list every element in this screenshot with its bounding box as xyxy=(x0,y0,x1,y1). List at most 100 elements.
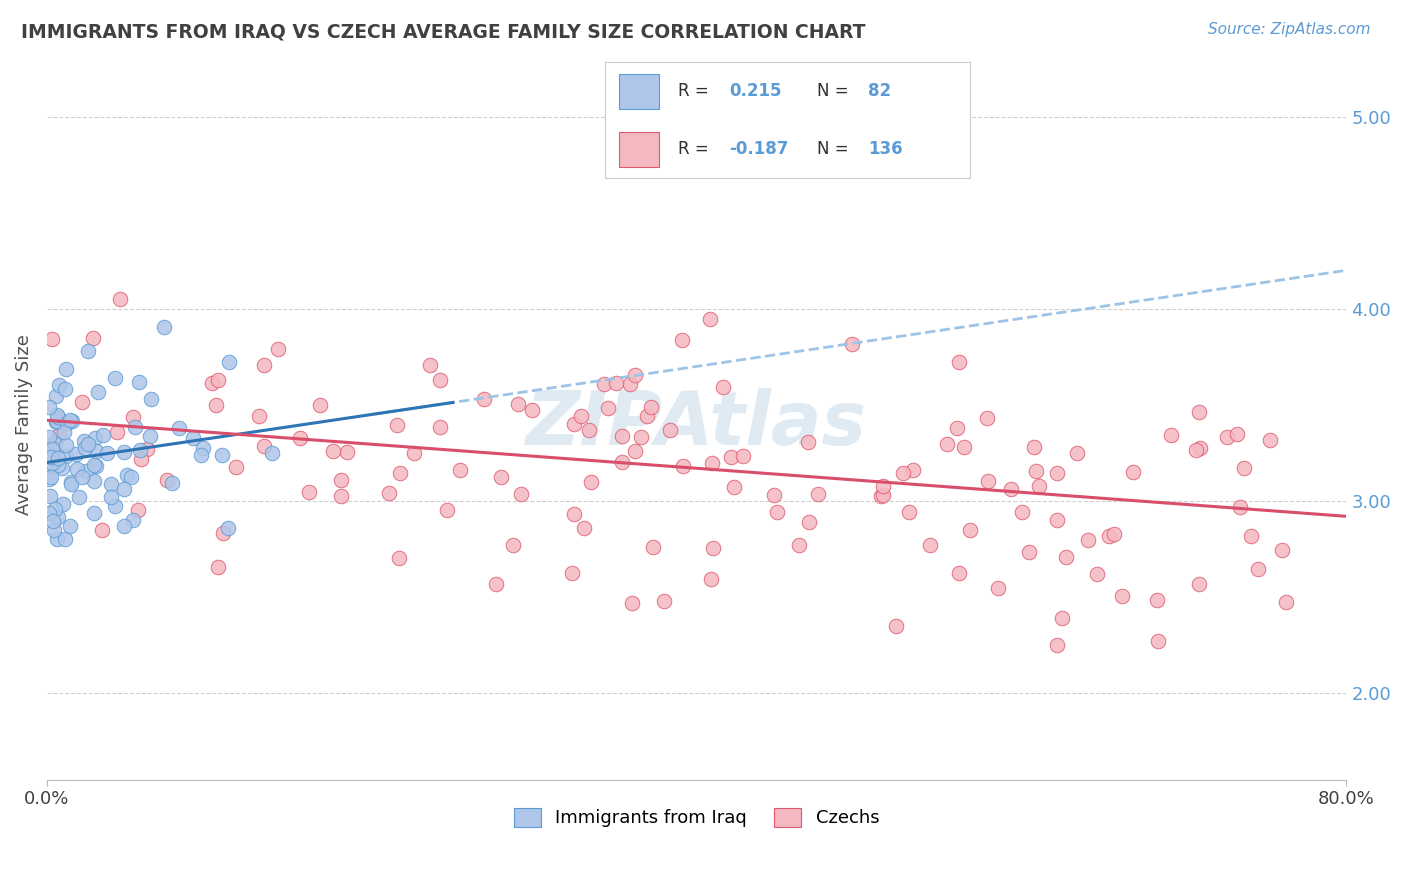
Point xyxy=(100,477,122,491)
Point xyxy=(46,510,69,524)
Point xyxy=(75,464,97,478)
Point xyxy=(48,428,70,442)
Point xyxy=(884,618,907,632)
Point xyxy=(59,476,82,491)
Point xyxy=(127,503,149,517)
Point xyxy=(491,470,513,484)
Point xyxy=(288,430,311,444)
Point xyxy=(128,443,150,458)
Point xyxy=(262,446,284,460)
Point xyxy=(205,398,228,412)
Point xyxy=(73,442,96,456)
Point xyxy=(870,489,893,503)
Point xyxy=(711,379,734,393)
Point xyxy=(948,566,970,581)
Point xyxy=(48,450,70,465)
Point xyxy=(60,475,83,489)
Point xyxy=(1054,550,1077,565)
Point xyxy=(128,375,150,389)
Point xyxy=(797,515,820,529)
Point xyxy=(1216,430,1239,444)
Point xyxy=(38,438,60,452)
Point xyxy=(41,442,63,457)
Point xyxy=(45,408,67,422)
Point xyxy=(83,506,105,520)
Point xyxy=(1022,440,1045,454)
Point xyxy=(46,458,69,472)
Point xyxy=(520,402,543,417)
Point xyxy=(96,446,118,460)
Point xyxy=(671,333,693,347)
Point xyxy=(121,513,143,527)
Point xyxy=(1271,543,1294,558)
Point xyxy=(82,331,104,345)
Point xyxy=(1025,465,1047,479)
Point xyxy=(44,502,66,516)
Point xyxy=(807,487,830,501)
Point xyxy=(1046,466,1069,480)
Point xyxy=(918,538,941,552)
Point xyxy=(38,401,60,415)
Point xyxy=(564,417,586,432)
Point xyxy=(797,434,820,449)
Point xyxy=(1146,593,1168,607)
Point xyxy=(169,421,191,435)
Point xyxy=(38,506,60,520)
Point xyxy=(308,398,330,412)
Point xyxy=(612,455,634,469)
Point xyxy=(652,594,675,608)
Point xyxy=(636,409,658,423)
Point xyxy=(485,577,508,591)
Point xyxy=(55,449,77,463)
Point xyxy=(1085,566,1108,581)
Point xyxy=(605,376,627,391)
Point xyxy=(959,524,981,538)
Point xyxy=(436,503,458,517)
Point xyxy=(1028,479,1050,493)
Point xyxy=(181,431,204,445)
Point xyxy=(90,523,112,537)
Point xyxy=(104,371,127,385)
Point xyxy=(429,420,451,434)
Point xyxy=(624,443,647,458)
Point xyxy=(84,458,107,473)
FancyBboxPatch shape xyxy=(619,132,659,167)
Point xyxy=(46,414,69,428)
Point xyxy=(508,397,530,411)
Point xyxy=(872,478,894,492)
Point xyxy=(139,429,162,443)
Point xyxy=(578,423,600,437)
Point xyxy=(1011,505,1033,519)
Point xyxy=(1098,529,1121,543)
Text: 136: 136 xyxy=(868,140,903,159)
Point xyxy=(124,419,146,434)
Point xyxy=(579,475,602,490)
Point xyxy=(1258,434,1281,448)
Point xyxy=(699,311,721,326)
Point xyxy=(65,447,87,461)
Point xyxy=(1102,527,1125,541)
Point xyxy=(1188,442,1211,456)
Point xyxy=(55,362,77,376)
Point xyxy=(45,389,67,403)
Point xyxy=(502,539,524,553)
Point xyxy=(67,490,90,504)
Point xyxy=(1045,638,1067,652)
Text: -0.187: -0.187 xyxy=(728,140,789,159)
Point xyxy=(1160,427,1182,442)
Point xyxy=(700,456,723,470)
Point xyxy=(42,514,65,528)
Point xyxy=(976,475,998,489)
Point xyxy=(1240,529,1263,543)
Point xyxy=(733,450,755,464)
Point xyxy=(112,482,135,496)
Point xyxy=(935,437,957,451)
Point xyxy=(1275,595,1298,609)
Point xyxy=(122,410,145,425)
Point xyxy=(298,484,321,499)
Point xyxy=(72,470,94,484)
Point xyxy=(1066,446,1088,460)
Point xyxy=(561,566,583,580)
Point xyxy=(52,497,75,511)
Point xyxy=(1111,590,1133,604)
